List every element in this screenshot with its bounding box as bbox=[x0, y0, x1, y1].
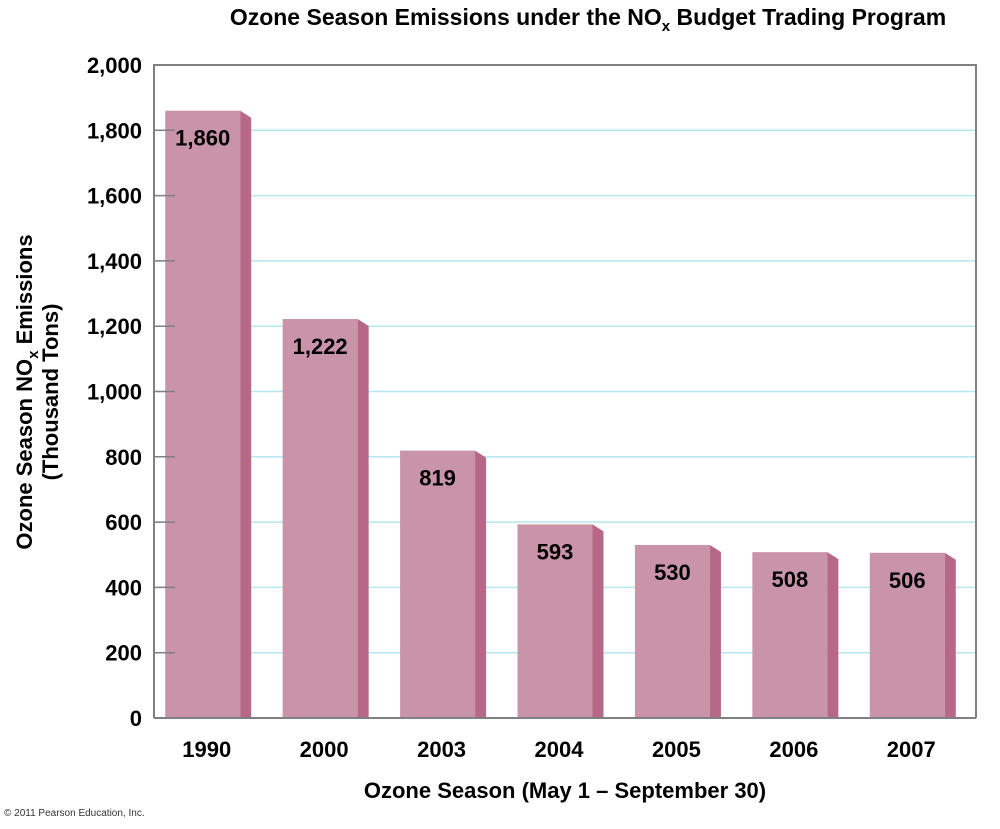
chart-title-part-2: Budget Trading Program bbox=[670, 4, 946, 30]
bar-front bbox=[869, 552, 945, 718]
y-tick-label: 600 bbox=[105, 510, 142, 535]
data-label: 530 bbox=[654, 560, 691, 585]
chart-title-part-1: Ozone Season Emissions under the NO bbox=[230, 4, 662, 30]
y-axis-label-part-2: Emissions bbox=[12, 234, 37, 350]
y-axis-label-units: (Thousand Tons) bbox=[38, 304, 63, 481]
plot-frame bbox=[153, 64, 977, 718]
y-tick-label: 400 bbox=[105, 575, 142, 600]
bar-side bbox=[709, 544, 721, 718]
y-tick-label: 1,600 bbox=[87, 184, 142, 209]
x-tick-label: 2006 bbox=[769, 737, 818, 762]
x-tick-label: 2007 bbox=[887, 737, 936, 762]
data-label: 506 bbox=[889, 568, 926, 593]
y-tick-label: 1,000 bbox=[87, 380, 142, 405]
chart-title: Ozone Season Emissions under the NOx Bud… bbox=[230, 4, 946, 35]
y-tick-labels: 0 200 400 600 800 1,000 1,200 1,400 1,600 1,800 2,… bbox=[87, 53, 142, 731]
svg-text:Ozone Season NOx Emissions: Ozone Season NOx Emissions bbox=[12, 234, 42, 549]
data-label: 508 bbox=[771, 567, 808, 592]
bar-2006: 508 bbox=[752, 552, 839, 718]
bar-side bbox=[475, 450, 487, 718]
bar-2003: 819 bbox=[400, 450, 487, 718]
y-tick-label: 200 bbox=[105, 641, 142, 666]
bar-side bbox=[357, 319, 369, 718]
bar-2007: 506 bbox=[869, 552, 956, 718]
bar-front bbox=[517, 524, 593, 718]
x-tick-label: 1990 bbox=[182, 737, 231, 762]
bars: 1,860 1,222 819 593 530 508 506 bbox=[165, 110, 956, 718]
y-axis-label: Ozone Season NOx Emissions (Thousand Ton… bbox=[12, 234, 63, 549]
x-tick-label: 2003 bbox=[417, 737, 466, 762]
bar-front bbox=[634, 544, 710, 718]
y-axis-label-part-1: Ozone Season NO bbox=[12, 359, 37, 550]
axes bbox=[153, 64, 977, 719]
bar-side bbox=[240, 110, 252, 718]
bar-front bbox=[400, 450, 476, 718]
y-tick-label: 1,400 bbox=[87, 249, 142, 274]
bar-side bbox=[944, 552, 956, 718]
y-tick-label: 1,200 bbox=[87, 314, 142, 339]
bar-2005: 530 bbox=[634, 544, 721, 718]
y-tick-label: 2,000 bbox=[87, 53, 142, 78]
chart-title-subscript: x bbox=[662, 18, 671, 35]
data-label: 819 bbox=[419, 466, 456, 491]
y-tick-label: 0 bbox=[130, 706, 142, 731]
y-tick-label: 1,800 bbox=[87, 118, 142, 143]
x-axis-label: Ozone Season (May 1 – September 30) bbox=[364, 778, 766, 803]
bar-1990: 1,860 bbox=[165, 110, 252, 718]
x-tick-labels: 1990 2000 2003 2004 2005 2006 2007 bbox=[182, 737, 936, 762]
bar-2004: 593 bbox=[517, 524, 604, 718]
x-tick-label: 2000 bbox=[300, 737, 349, 762]
data-label: 1,860 bbox=[175, 126, 230, 151]
bar-side bbox=[592, 524, 604, 718]
bar-front bbox=[282, 319, 358, 718]
bar-front bbox=[165, 110, 241, 718]
copyright-notice: © 2011 Pearson Education, Inc. bbox=[4, 808, 145, 819]
y-axis-label-subscript: x bbox=[25, 350, 42, 359]
data-label: 593 bbox=[537, 539, 574, 564]
x-tick-label: 2005 bbox=[652, 737, 701, 762]
y-tick-label: 800 bbox=[105, 445, 142, 470]
x-tick-label: 2004 bbox=[535, 737, 585, 762]
bar-side bbox=[827, 552, 839, 718]
data-label: 1,222 bbox=[293, 334, 348, 359]
bar-2000: 1,222 bbox=[282, 319, 369, 718]
bar-front bbox=[752, 552, 828, 718]
